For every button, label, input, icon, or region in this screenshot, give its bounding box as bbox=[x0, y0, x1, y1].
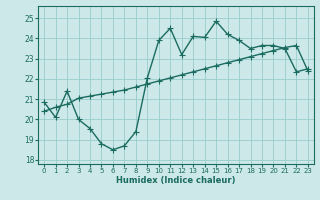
X-axis label: Humidex (Indice chaleur): Humidex (Indice chaleur) bbox=[116, 176, 236, 185]
